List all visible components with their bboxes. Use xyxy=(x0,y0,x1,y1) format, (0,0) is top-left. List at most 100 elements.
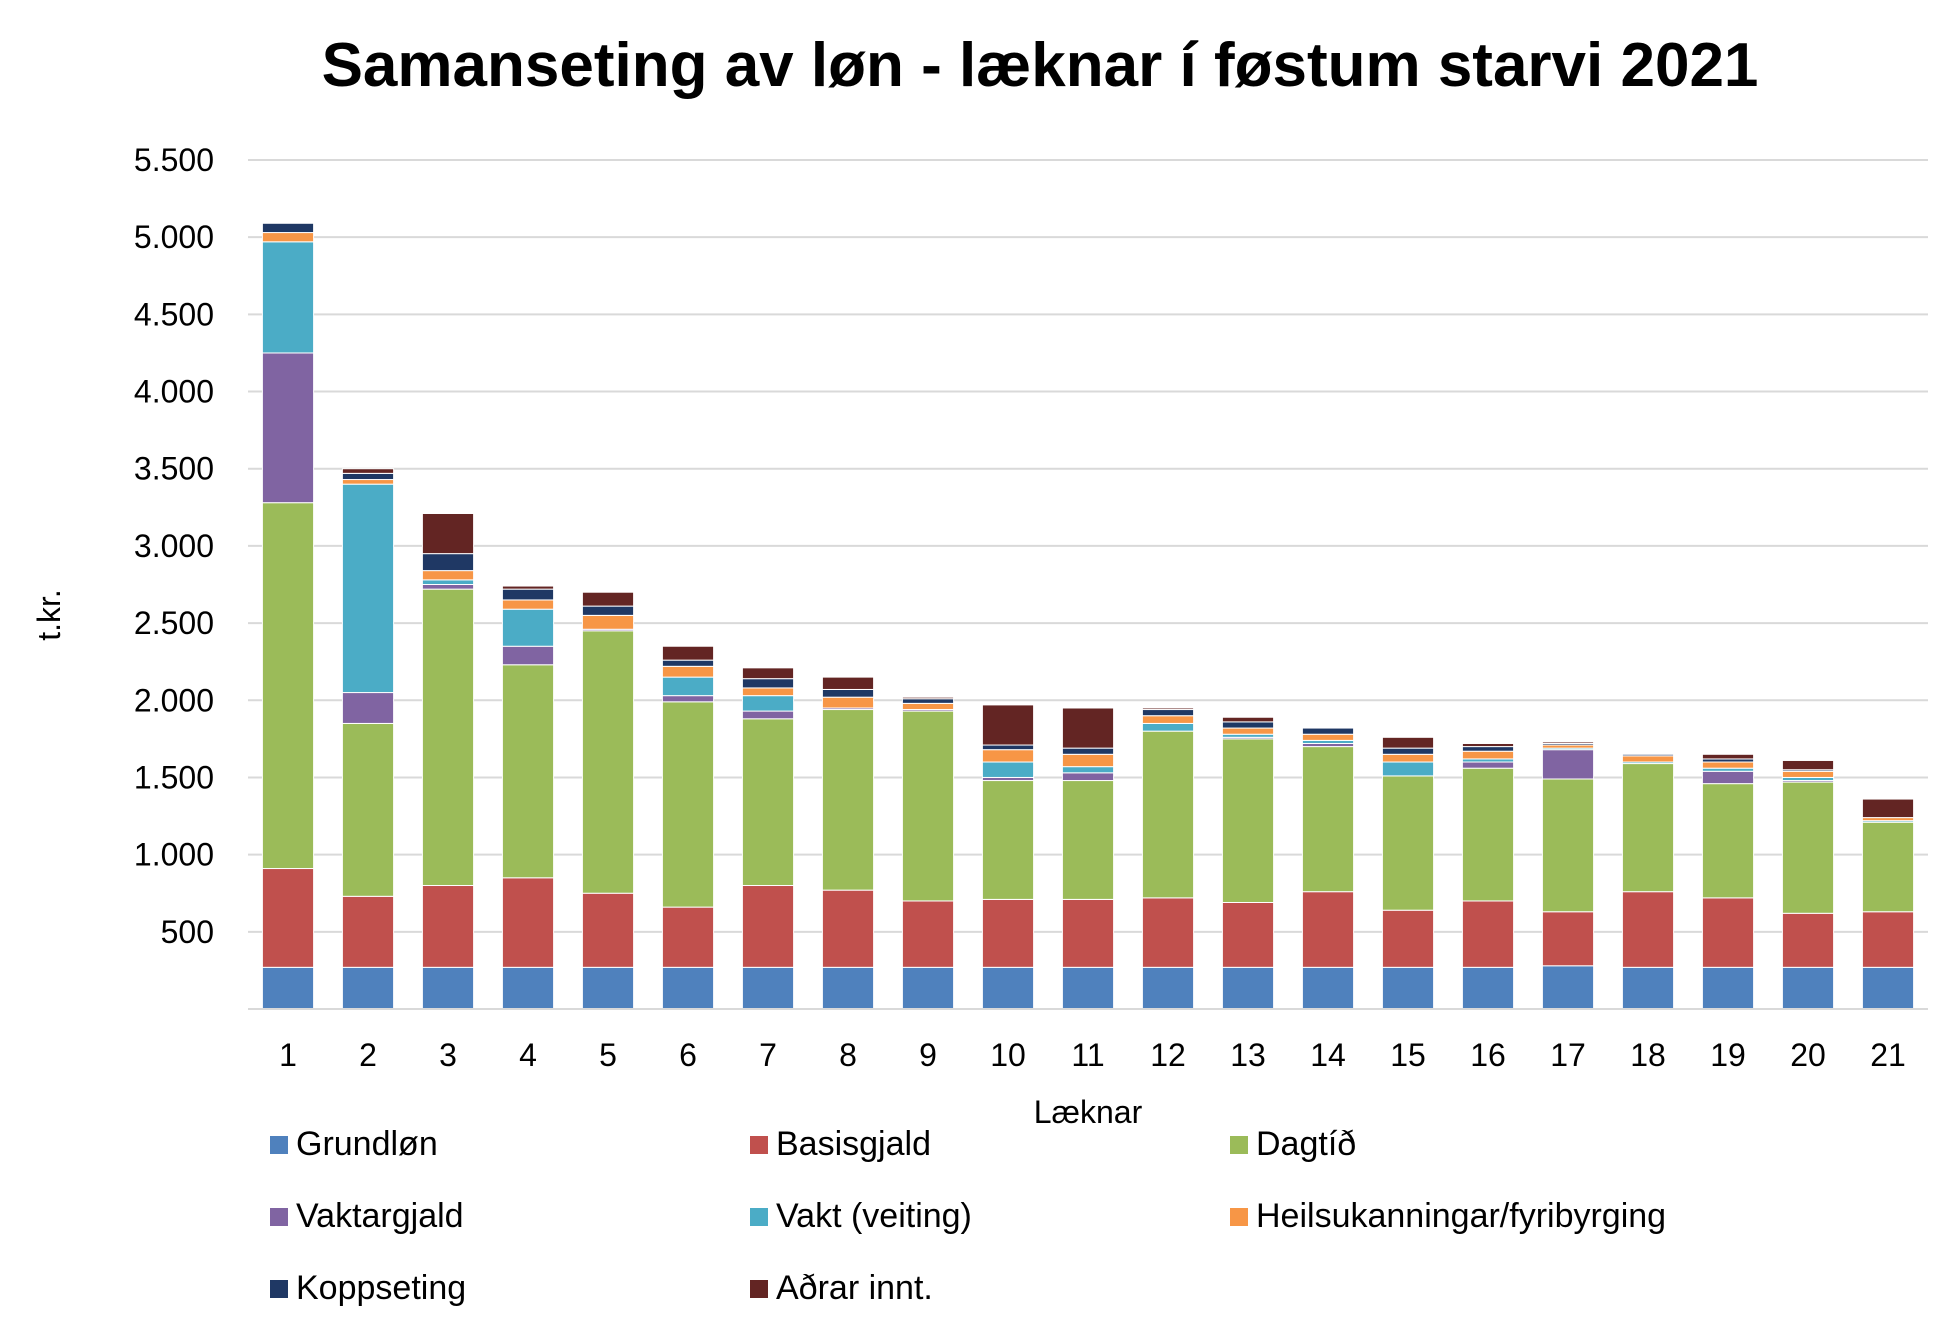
legend-swatch xyxy=(270,1279,288,1298)
bar-segment xyxy=(1061,747,1115,755)
x-tick-label: 5 xyxy=(599,1037,617,1073)
bar-segment xyxy=(1381,909,1435,968)
bar-segment xyxy=(661,701,715,908)
bar-segment xyxy=(901,702,955,711)
bar-segment xyxy=(661,906,715,968)
legend-item: Heilsukanningar/fyribyrging xyxy=(1230,1197,1666,1236)
x-tick-label: 7 xyxy=(759,1037,777,1073)
bar-segment xyxy=(1461,746,1515,752)
bar-segment xyxy=(661,676,715,697)
legend-swatch xyxy=(1230,1207,1248,1226)
legend-swatch xyxy=(270,1207,288,1226)
legend-item: Basisgjald xyxy=(750,1125,931,1164)
bar-segment xyxy=(1141,730,1195,899)
x-tick-label: 14 xyxy=(1310,1037,1346,1073)
y-tick-label: 5.500 xyxy=(134,142,214,178)
bar-segment xyxy=(501,664,555,879)
bar-segment xyxy=(421,512,475,555)
bar-segment xyxy=(581,614,635,630)
x-axis-title: Læknar xyxy=(1034,1094,1143,1130)
x-tick-label: 3 xyxy=(439,1037,457,1073)
bar-segment xyxy=(501,585,555,590)
y-tick-label: 4.000 xyxy=(134,374,214,410)
bar-segment xyxy=(1221,901,1275,968)
x-tick-label: 4 xyxy=(519,1037,537,1073)
bar-segment xyxy=(1301,746,1355,893)
bar-segment xyxy=(1061,966,1115,1010)
x-tick-label: 1 xyxy=(279,1037,297,1073)
bar-segment xyxy=(741,885,795,968)
bar-segment xyxy=(821,688,875,698)
legend-item: Vaktargjald xyxy=(270,1197,464,1236)
x-tick-label: 2 xyxy=(359,1037,377,1073)
bar-segment xyxy=(1781,770,1835,778)
bar-segment xyxy=(1461,761,1515,769)
legend-swatch xyxy=(750,1207,768,1226)
bar-segment xyxy=(1141,722,1195,732)
bar-segment xyxy=(341,692,395,724)
legend-label: Basisgjald xyxy=(776,1125,931,1163)
bar-segment xyxy=(1701,897,1755,968)
y-tick-label: 5.000 xyxy=(134,219,214,255)
bar-segment xyxy=(1621,753,1675,757)
x-tick-label: 17 xyxy=(1550,1037,1586,1073)
bar-segment xyxy=(581,630,635,894)
y-tick-label: 3.000 xyxy=(134,528,214,564)
bar-segment xyxy=(1381,761,1435,777)
legend-item: Aðrar innt. xyxy=(750,1269,933,1308)
bar-segment xyxy=(261,241,315,354)
bar-segment xyxy=(741,667,795,680)
bar-segment xyxy=(421,553,475,572)
bar-segment xyxy=(1381,747,1435,755)
bar-segment xyxy=(1141,707,1195,711)
x-tick-label: 11 xyxy=(1071,1037,1104,1073)
bar-segment xyxy=(421,588,475,887)
bar-segment xyxy=(261,502,315,870)
bar-segment xyxy=(1621,763,1675,893)
bar-segment xyxy=(501,645,555,666)
legend-label: Vaktargjald xyxy=(296,1197,464,1235)
x-tick-labels: 1 2 3 4 5 6 7 8 9 10 11 12 13 14 15 16 17 18 19 20 21 xyxy=(279,1037,1906,1073)
bar-segment xyxy=(901,966,955,1010)
bar-segment xyxy=(1061,772,1115,782)
legend-swatch xyxy=(270,1135,288,1154)
bar-segment xyxy=(1701,753,1755,760)
bar-segment xyxy=(1701,761,1755,769)
bar-segment xyxy=(1621,966,1675,1010)
bar-segment xyxy=(261,352,315,504)
y-tick-label: 1.000 xyxy=(134,837,214,873)
x-tick-label: 15 xyxy=(1390,1037,1426,1073)
legend-label: Heilsukanningar/fyribyrging xyxy=(1256,1197,1667,1235)
x-tick-label: 20 xyxy=(1790,1037,1826,1073)
x-tick-label: 6 xyxy=(679,1037,697,1073)
y-tick-label: 2.500 xyxy=(134,605,214,641)
bar-segment xyxy=(1061,766,1115,774)
bar-segment xyxy=(661,665,715,678)
bar-segment xyxy=(341,479,395,485)
y-tick-label: 4.500 xyxy=(134,296,214,332)
bar-segment xyxy=(261,222,315,234)
bar-segment xyxy=(341,895,395,968)
bar-segment xyxy=(901,710,955,902)
bar-segment xyxy=(1381,966,1435,1010)
bar-segment xyxy=(1301,891,1355,968)
bar-segment xyxy=(821,889,875,968)
bar-segment xyxy=(1781,781,1835,914)
y-tick-labels: 500 1.000 1.500 2.000 2.500 3.000 3.500 4.000 4.… xyxy=(134,142,214,950)
bar-segment xyxy=(341,722,395,897)
bar-segment xyxy=(1461,767,1515,902)
bar-segment xyxy=(661,966,715,1010)
bar-segment xyxy=(261,868,315,968)
x-tick-label: 16 xyxy=(1470,1037,1506,1073)
legend-label: Koppseting xyxy=(296,1269,467,1307)
x-tick-label: 8 xyxy=(839,1037,857,1073)
bar-segment xyxy=(1221,716,1275,723)
bar-segment xyxy=(501,877,555,968)
y-tick-label: 2.000 xyxy=(134,682,214,718)
bar-segment xyxy=(1861,911,1915,968)
bar-segment xyxy=(421,966,475,1010)
bar-segment xyxy=(1461,966,1515,1010)
y-tick-label: 3.500 xyxy=(134,451,214,487)
x-tick-label: 13 xyxy=(1230,1037,1266,1073)
bar-segment xyxy=(1781,759,1835,771)
